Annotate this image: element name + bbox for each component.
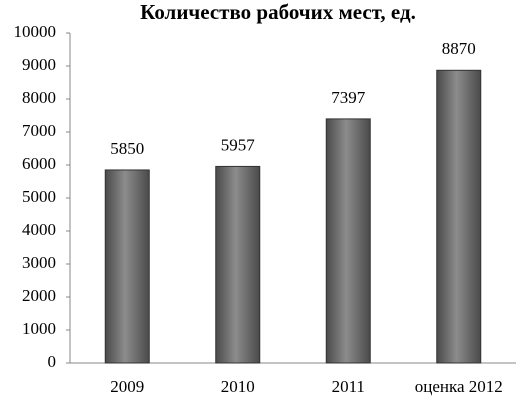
value-label: 7397 (331, 88, 366, 107)
y-tick-label: 7000 (22, 121, 56, 140)
x-tick-label: оценка 2012 (415, 377, 503, 396)
y-tick-label: 5000 (22, 187, 56, 206)
y-tick-label: 9000 (22, 55, 56, 74)
x-tick-label: 2010 (221, 377, 255, 396)
x-tick-label: 2009 (110, 377, 144, 396)
value-label: 8870 (442, 39, 476, 58)
chart-title: Количество рабочих мест, ед. (140, 0, 416, 24)
y-tick-label: 3000 (22, 253, 56, 272)
bar (325, 118, 371, 364)
value-label: 5850 (110, 139, 144, 158)
x-tick-label: 2011 (332, 377, 365, 396)
y-tick-label: 6000 (22, 154, 56, 173)
y-tick-label: 8000 (22, 88, 56, 107)
y-tick-label: 10000 (14, 22, 57, 41)
y-tick-label: 0 (48, 352, 57, 371)
y-tick-label: 2000 (22, 286, 56, 305)
value-label: 5957 (221, 135, 256, 154)
y-tick-label: 1000 (22, 319, 56, 338)
y-tick-label: 4000 (22, 220, 56, 239)
bar (436, 69, 482, 364)
bar (215, 165, 261, 364)
bar (104, 169, 150, 364)
